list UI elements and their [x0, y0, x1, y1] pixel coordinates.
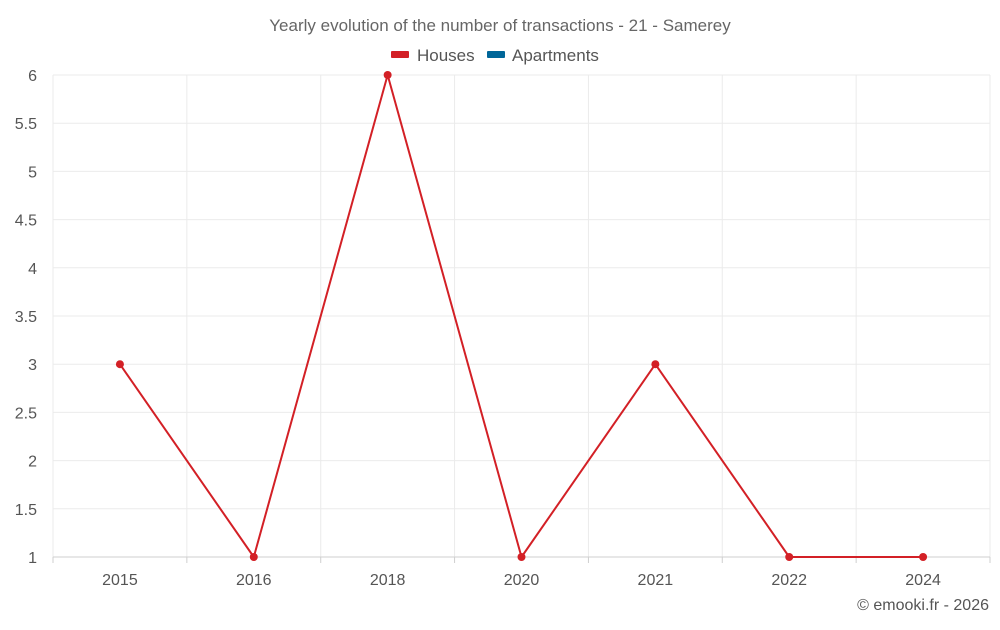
y-tick-label: 2	[28, 454, 37, 471]
y-tick-label: 6	[28, 68, 37, 85]
y-tick-label: 2.5	[15, 405, 37, 422]
data-point-houses-2024[interactable]	[919, 553, 928, 561]
credit-text: © emooki.fr - 2026	[857, 597, 989, 614]
data-point-houses-2020[interactable]	[517, 553, 526, 561]
x-tick-label: 2022	[771, 572, 807, 589]
y-tick-label: 1	[28, 550, 37, 567]
chart-title: Yearly evolution of the number of transa…	[269, 16, 731, 35]
x-tick-label: 2018	[370, 572, 406, 589]
data-point-houses-2016[interactable]	[249, 553, 258, 561]
y-tick-label: 3.5	[15, 309, 37, 326]
legend-item-apartments[interactable]: Apartments	[487, 46, 599, 65]
legend-label-houses: Houses	[417, 46, 475, 65]
legend-swatch-houses	[391, 51, 409, 58]
x-tick-label: 2021	[638, 572, 674, 589]
x-tick-label: 2015	[102, 572, 138, 589]
axes: 1 1.5 2 2.5 3 3.5 4 4.5 5 5.5 6 2015 2016 2018 2020 202…	[15, 68, 991, 589]
legend-swatch-apartments	[487, 51, 505, 58]
legend-item-houses[interactable]: Houses	[391, 46, 475, 65]
legend-label-apartments: Apartments	[512, 46, 599, 65]
y-tick-label: 5.5	[15, 116, 37, 133]
y-tick-label: 3	[28, 357, 37, 374]
data-point-houses-2022[interactable]	[785, 553, 794, 561]
x-tick-label: 2024	[905, 572, 941, 589]
x-tick-label: 2020	[504, 572, 540, 589]
y-tick-label: 4.5	[15, 213, 37, 230]
data-point-houses-2015[interactable]	[115, 360, 124, 369]
legend: Houses Apartments	[391, 46, 599, 65]
y-tick-label: 1.5	[15, 502, 37, 519]
y-tick-label: 4	[28, 261, 37, 278]
data-point-houses-2018[interactable]	[383, 71, 392, 79]
y-tick-label: 5	[28, 164, 37, 181]
series-layer	[115, 71, 928, 561]
data-point-houses-2021[interactable]	[651, 360, 660, 369]
grid	[52, 74, 991, 557]
x-tick-label: 2016	[236, 572, 272, 589]
